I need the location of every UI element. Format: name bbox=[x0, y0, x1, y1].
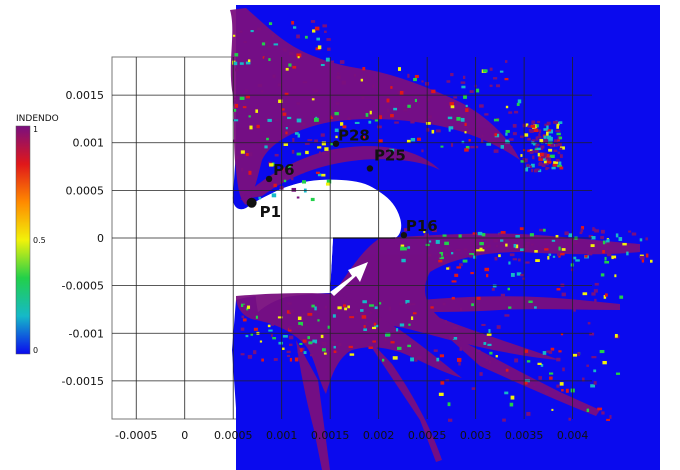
probe-point-p1 bbox=[246, 197, 257, 208]
probe-point-p28 bbox=[332, 140, 340, 147]
y-tick-label: 0.0015 bbox=[66, 89, 105, 102]
probe-label-p25: P25 bbox=[374, 146, 406, 164]
probe-point-p6 bbox=[265, 175, 273, 183]
x-tick-label: 0 bbox=[181, 429, 188, 442]
y-tick-label: -0.0015 bbox=[62, 375, 104, 388]
probe-label-p16: P16 bbox=[406, 217, 438, 235]
probe-point-p16 bbox=[400, 231, 408, 239]
colorbar-tick-bottom: 0 bbox=[33, 346, 38, 355]
probe-label-p1: P1 bbox=[260, 203, 281, 221]
x-tick-label: -0.0005 bbox=[115, 429, 157, 442]
x-tick-label: 0.003 bbox=[460, 429, 492, 442]
x-tick-label: 0.0005 bbox=[214, 429, 253, 442]
x-tick-label: 0.004 bbox=[557, 429, 589, 442]
x-tick-label: 0.0015 bbox=[311, 429, 350, 442]
y-axis-tick-labels: 0.0015 0.001 0.0005 0 -0.0005 -0.001 -0.0015 bbox=[62, 89, 104, 388]
probe-point-p25 bbox=[366, 165, 374, 172]
crack-cavity bbox=[254, 180, 402, 312]
arrow-icon bbox=[330, 262, 368, 296]
y-tick-label: 0 bbox=[97, 232, 104, 245]
y-tick-label: 0.0005 bbox=[66, 184, 105, 197]
y-tick-label: -0.001 bbox=[69, 327, 104, 340]
x-tick-label: 0.002 bbox=[363, 429, 395, 442]
y-tick-label: -0.0005 bbox=[62, 280, 104, 293]
colorbar-bar bbox=[15, 125, 31, 355]
x-tick-label: 0.0025 bbox=[408, 429, 447, 442]
damage-band-upper bbox=[230, 8, 520, 205]
x-tick-label: 0.001 bbox=[266, 429, 298, 442]
x-tick-label: 0.0035 bbox=[505, 429, 544, 442]
colorbar-tick-top: 1 bbox=[33, 125, 38, 134]
colorbar-tick-mid: 0.5 bbox=[33, 236, 46, 245]
damage-speckles bbox=[232, 20, 653, 422]
colorbar-title: INDENDO bbox=[16, 114, 59, 124]
x-axis-tick-labels: -0.0005 0 0.0005 0.001 0.0015 0.002 0.0025 0.00… bbox=[115, 429, 588, 442]
probe-label-p28: P28 bbox=[338, 127, 370, 145]
colorbar: INDENDO 1 0.5 0 bbox=[15, 114, 59, 355]
probe-label-p6: P6 bbox=[273, 161, 294, 179]
y-tick-label: 0.001 bbox=[73, 137, 105, 150]
